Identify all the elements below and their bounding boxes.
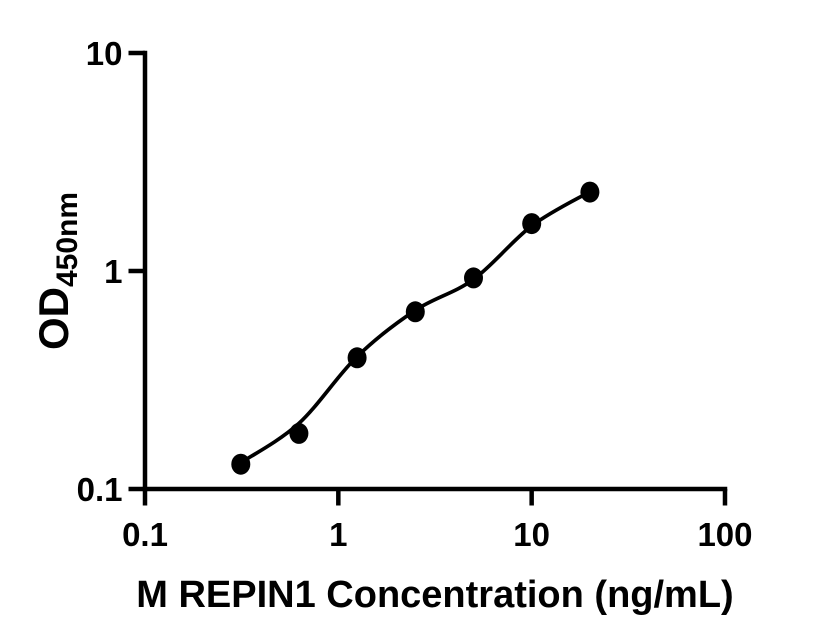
x-tick-label-1: 1 — [329, 516, 347, 553]
x-axis-tick-labels: 0.1 1 10 100 — [122, 516, 752, 553]
x-axis-title: M REPIN1 Concentration (ng/mL) — [136, 574, 733, 616]
fit-curve — [239, 190, 591, 465]
y-tick-label-0.1: 0.1 — [77, 471, 123, 508]
y-tick-label-1: 1 — [104, 253, 122, 290]
y-axis-title-subscript: 450nm — [51, 192, 84, 287]
data-point-20 — [580, 181, 600, 203]
y-axis-title: OD450nm — [30, 192, 84, 350]
y-axis-ticks — [128, 50, 145, 492]
data-point-5 — [464, 267, 483, 289]
data-point-0.625 — [289, 422, 309, 444]
data-point-2.5 — [405, 301, 425, 323]
data-point-10 — [522, 213, 542, 235]
fit-curve-path — [239, 190, 591, 465]
x-tick-label-100: 100 — [697, 516, 752, 553]
y-axis-title-main: OD — [30, 287, 77, 350]
y-tick-label-10: 10 — [86, 35, 123, 72]
y-axis-tick-labels: 0.1 1 10 — [77, 35, 123, 508]
x-tick-label-10: 10 — [513, 516, 550, 553]
x-axis-ticks — [142, 489, 728, 506]
data-point-0.313 — [231, 453, 251, 475]
data-point-1.25 — [347, 347, 367, 369]
x-tick-label-0.1: 0.1 — [122, 516, 168, 553]
data-points — [231, 181, 600, 475]
